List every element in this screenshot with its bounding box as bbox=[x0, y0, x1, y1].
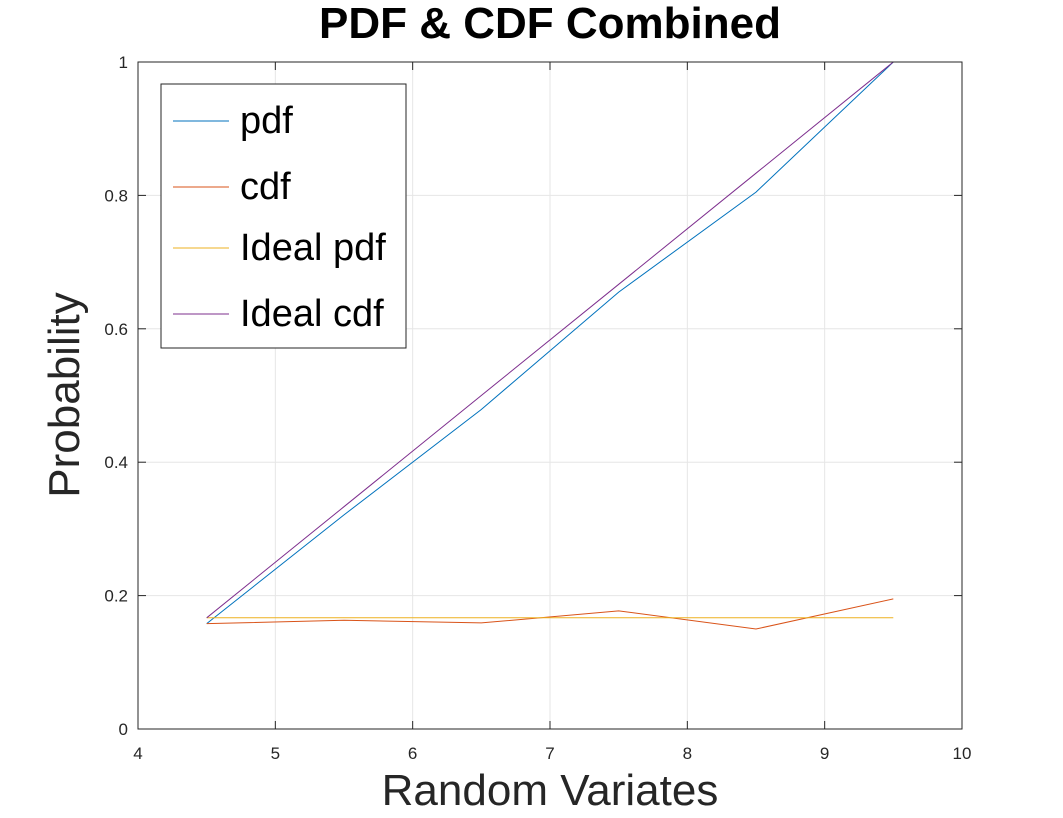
x-tick-label: 5 bbox=[271, 744, 280, 763]
legend-label-pdf: pdf bbox=[240, 100, 293, 142]
x-axis-label: Random Variates bbox=[382, 766, 719, 815]
legend-label-ideal-cdf: Ideal cdf bbox=[240, 293, 384, 335]
x-tick-label: 4 bbox=[133, 744, 142, 763]
ticks bbox=[137, 61, 963, 730]
series-line-pdf bbox=[206, 61, 894, 624]
x-tick-label: 9 bbox=[820, 744, 829, 763]
y-tick-label: 1 bbox=[119, 53, 128, 72]
legend-label-ideal-pdf: Ideal pdf bbox=[240, 227, 386, 269]
y-axis-label: Probability bbox=[40, 292, 89, 497]
legend-label-cdf: cdf bbox=[240, 166, 291, 208]
chart-title: PDF & CDF Combined bbox=[319, 0, 781, 48]
legend-box bbox=[160, 83, 407, 349]
y-tick-label: 0.8 bbox=[104, 186, 128, 205]
x-tick-label: 6 bbox=[408, 744, 417, 763]
y-tick-label: 0.2 bbox=[104, 587, 128, 606]
legend: pdf cdf Ideal pdf Ideal cdf bbox=[160, 83, 407, 349]
series-lines bbox=[206, 61, 894, 630]
x-tick-label: 8 bbox=[683, 744, 692, 763]
y-tick-label: 0 bbox=[119, 720, 128, 739]
legend-items: pdf cdf Ideal pdf Ideal cdf bbox=[173, 100, 386, 335]
x-tick-label: 10 bbox=[953, 744, 972, 763]
series-line-cdf bbox=[206, 598, 894, 630]
x-tick-label: 7 bbox=[545, 744, 554, 763]
y-tick-label: 0.4 bbox=[104, 453, 128, 472]
y-tick-label: 0.6 bbox=[104, 320, 128, 339]
series-line-ideal-cdf bbox=[206, 61, 894, 619]
tick-labels: 4 5 6 7 8 9 10 0 0.2 0.4 0.6 0.8 1 bbox=[104, 53, 971, 763]
